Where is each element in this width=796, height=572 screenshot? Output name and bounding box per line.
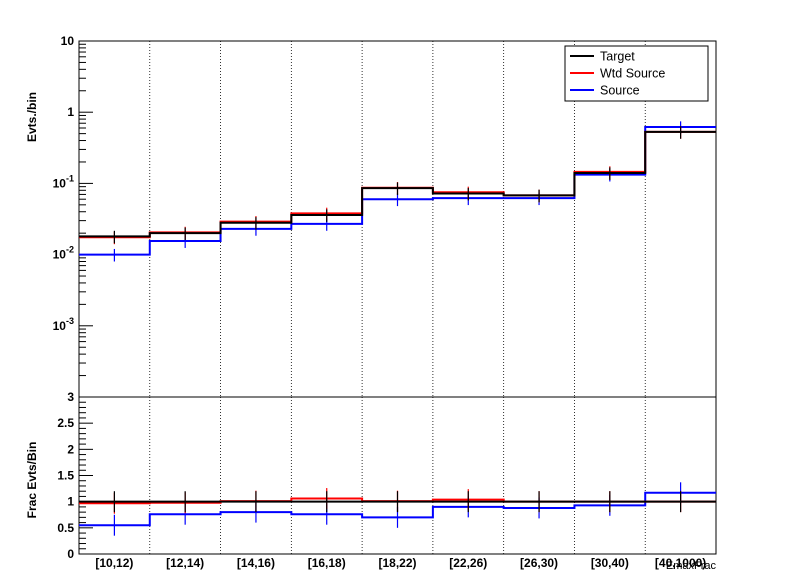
ratio-plot-frame [78,396,717,555]
x-tick-label: [26,30) [520,556,558,570]
ratio-y-tick-label: 3 [67,390,74,404]
ratio-y-tick-label: 2.5 [57,416,74,430]
x-tick-label: [12,14) [166,556,204,570]
ratio-series-group [79,482,716,536]
main-y-tick-label: 10 [61,34,75,48]
legend-item-wtd-source: Wtd Source [570,67,665,81]
legend-label-source: Source [600,84,640,98]
ratio-y-axis-label: Frac Evts/Bin [25,442,39,519]
legend-item-source: Source [570,84,640,98]
main-y-tick-label: 10-3 [53,316,74,333]
x-tick-label: [10,12) [95,556,133,570]
x-tick-labels: [10,12) [12,14) [14,16) [16,18) [18,22) [22,2… [95,556,706,570]
legend: Target Wtd Source Source [564,45,709,102]
x-tick-label: [40,1000) [655,556,706,570]
x-axis-label: EmaxFrac [666,560,717,572]
x-tick-label: [14,16) [237,556,275,570]
ratio-plot-panel: 0 0.5 1 1.5 2 2.5 3 Frac Evts/Bin [10,12) [12,1… [25,390,717,572]
x-tick-label: [30,40) [591,556,629,570]
x-tick-label: [18,22) [378,556,416,570]
main-series-group [79,121,716,262]
x-tick-label: [22,26) [449,556,487,570]
ratio-y-tick-label: 0 [67,547,74,561]
main-series-series-target [79,126,716,244]
ratio-series-series-target [79,491,716,513]
legend-item-target: Target [570,50,635,64]
ratio-y-tick-label: 1.5 [57,469,74,483]
ratio-y-tick-label: 0.5 [57,521,74,535]
main-y-axis-label: Evts./bin [25,92,39,142]
ratio-y-tick-label: 2 [67,442,74,456]
legend-label-target: Target [600,50,635,64]
main-y-tick-label: 10-2 [53,245,74,262]
legend-label-wtd-source: Wtd Source [600,67,665,81]
ratio-y-tick-label: 1 [67,495,74,509]
main-y-tick-label: 10-1 [53,173,74,190]
x-tick-label: [16,18) [308,556,346,570]
ratio-grid [149,397,646,554]
main-y-ticks: 10 1 10-1 10-2 10-3 [53,34,93,398]
main-y-tick-label: 1 [67,105,74,119]
